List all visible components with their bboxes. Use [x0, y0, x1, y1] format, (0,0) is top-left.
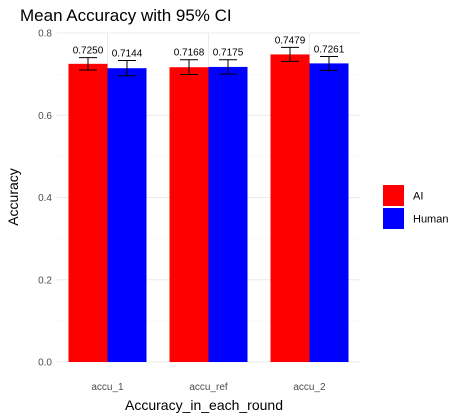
legend: AI Human: [383, 185, 448, 229]
bar-ai: [270, 54, 310, 363]
chart-title: Mean Accuracy with 95% CI: [20, 6, 232, 25]
bar-value-labels: 0.7250 0.7168 0.7479 0.7144 0.7175 0.7261: [73, 35, 345, 59]
bars: [68, 54, 349, 363]
bar-ai: [169, 67, 209, 362]
legend-label-ai: AI: [413, 191, 423, 203]
legend-swatch-ai: [383, 185, 404, 206]
bar-value-label: 0.7250: [73, 46, 104, 57]
bar-human: [309, 63, 349, 362]
x-axis-title: Accuracy_in_each_round: [125, 397, 283, 413]
bar-value-label: 0.7168: [174, 48, 205, 59]
bar-human: [208, 66, 248, 362]
y-tick-label: 0.6: [38, 111, 52, 122]
y-axis-title: Accuracy: [5, 168, 21, 226]
bar-value-label: 0.7175: [213, 48, 244, 59]
x-axis-ticks: accu_1 accu_ref accu_2: [91, 382, 326, 393]
x-tick-label: accu_2: [293, 382, 326, 393]
y-axis-ticks: 0.0 0.2 0.4 0.6 0.8: [38, 29, 52, 369]
y-tick-label: 0.8: [38, 29, 52, 40]
legend-label-human: Human: [413, 214, 448, 226]
bar-value-label: 0.7261: [314, 44, 345, 55]
legend-swatch-human: [383, 208, 404, 229]
bar-value-label: 0.7479: [275, 35, 306, 46]
y-tick-label: 0.2: [38, 275, 52, 286]
bar-ai: [68, 63, 108, 362]
y-tick-label: 0.0: [38, 358, 52, 369]
bar-human: [107, 68, 147, 362]
bar-value-label: 0.7144: [112, 49, 143, 60]
x-tick-label: accu_ref: [189, 382, 228, 393]
error-bars: [79, 46, 338, 77]
x-tick-label: accu_1: [91, 382, 124, 393]
y-tick-label: 0.4: [38, 193, 52, 204]
